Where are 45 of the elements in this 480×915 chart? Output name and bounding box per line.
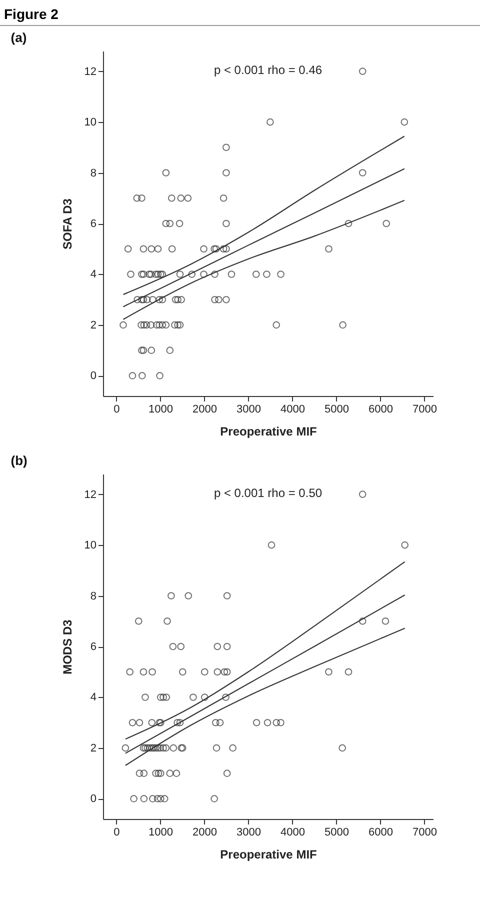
x-tick-label: 1000	[148, 826, 173, 838]
x-tick-label: 3000	[236, 404, 261, 416]
x-tick-label: 1000	[148, 404, 173, 416]
x-tick-label: 3000	[236, 826, 261, 838]
y-tick-label: 2	[90, 742, 96, 754]
chart-subtitle: (b)	[10, 453, 28, 468]
chart-subtitle: (a)	[10, 30, 27, 45]
line-series	[122, 136, 405, 296]
y-axis-title: MODS D3	[60, 619, 74, 674]
annotation: p < 0.001 rho = 0.50	[214, 486, 322, 500]
chart-title: Figure 2	[0, 0, 480, 26]
y-tick-label: 0	[90, 793, 96, 806]
y-tick-label: 12	[84, 488, 96, 501]
x-tick-label: 6000	[368, 404, 393, 416]
x-tick-label: 5000	[324, 404, 349, 416]
x-tick-label: 7000	[412, 404, 437, 416]
line-series	[122, 200, 405, 320]
x-tick-label: 4000	[280, 404, 305, 416]
x-tick-label: 0	[114, 826, 120, 838]
y-axis-title: SOFA D3	[60, 198, 74, 250]
x-axis-title: Preoperative MIF	[220, 424, 317, 438]
x-tick-label: 7000	[412, 826, 437, 838]
y-tick-label: 0	[90, 370, 96, 382]
x-tick-label: 2000	[192, 826, 217, 838]
y-tick-label: 8	[90, 167, 96, 180]
line-series	[124, 561, 406, 740]
y-tick-label: 4	[90, 692, 96, 704]
x-tick-label: 4000	[280, 826, 305, 838]
y-tick-label: 8	[90, 590, 96, 602]
x-tick-label: 5000	[324, 826, 349, 838]
annotation: p < 0.001 rho = 0.46	[214, 63, 322, 77]
y-tick-label: 10	[84, 116, 96, 129]
y-tick-label: 2	[90, 319, 96, 332]
x-tick-label: 2000	[192, 404, 217, 416]
x-axis-title: Preoperative MIF	[220, 848, 317, 862]
y-tick-label: 12	[84, 66, 96, 78]
y-tick-label: 6	[90, 641, 96, 653]
line-series	[122, 168, 405, 308]
x-tick-label: 6000	[368, 826, 393, 838]
x-tick-label: 0	[114, 404, 120, 416]
y-tick-label: 4	[90, 268, 96, 281]
y-tick-label: 10	[84, 540, 96, 552]
line-series	[124, 628, 406, 766]
line-series	[124, 594, 406, 754]
y-tick-label: 6	[90, 218, 96, 230]
